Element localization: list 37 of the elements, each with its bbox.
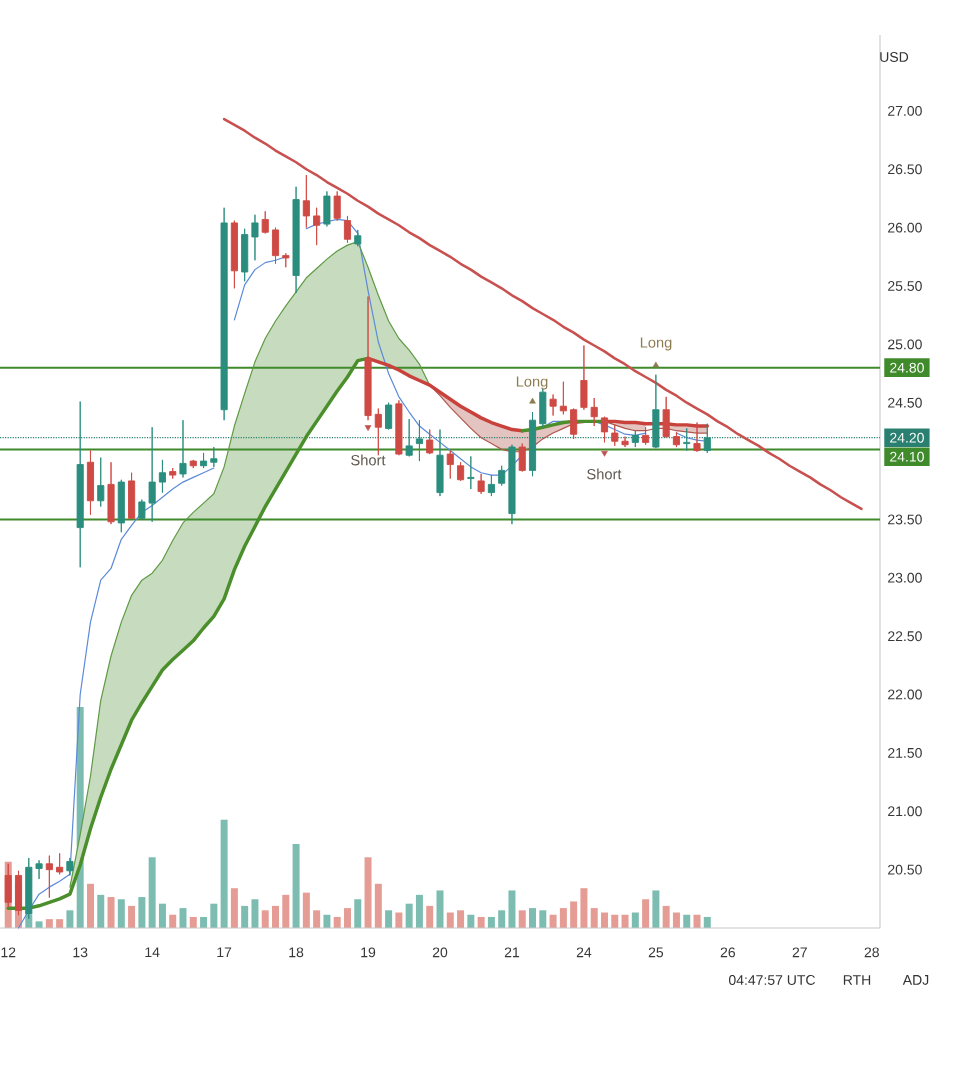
- y-tick-label: 23.00: [888, 572, 922, 583]
- text: USD: [880, 52, 909, 62]
- y-tick-label: 27.00: [888, 105, 922, 116]
- x-tick-label: 21: [504, 947, 520, 958]
- y-tick-label: 22.00: [888, 689, 922, 700]
- y-tick-label: 25.50: [888, 281, 922, 291]
- y-tick-label: 23.50: [888, 514, 922, 525]
- x-tick-label: 25: [648, 947, 664, 958]
- y-tick-label: 25.00: [888, 339, 922, 350]
- text: 04:47:57 UTC: [728, 975, 816, 985]
- ref-line-label: 24.80: [890, 362, 924, 373]
- x-tick-label: 12: [1, 947, 16, 958]
- x-tick-label: 18: [289, 947, 304, 958]
- text: ADJ: [902, 975, 929, 985]
- annotation: Long: [640, 337, 672, 351]
- x-tick-label: 27: [792, 947, 807, 958]
- x-tick-label: 19: [361, 947, 376, 958]
- annotation: Short: [587, 468, 622, 480]
- annotation: Short: [351, 454, 386, 466]
- x-tick-label: 20: [432, 947, 448, 958]
- x-tick-label: 17: [217, 947, 232, 957]
- y-tick-label: 26.50: [888, 164, 922, 175]
- x-tick-label: 14: [145, 947, 160, 957]
- y-tick-label: 21.50: [888, 747, 922, 758]
- text: RTH: [843, 975, 871, 985]
- ref-line-label: 24.20: [890, 432, 924, 443]
- y-tick-label: 26.00: [888, 222, 922, 233]
- x-tick-label: 13: [73, 947, 88, 958]
- y-tick-label: 20.50: [888, 864, 922, 875]
- x-tick-label: 24: [576, 947, 592, 958]
- y-tick-label: 24.50: [888, 397, 922, 408]
- annotation: Long: [516, 376, 548, 390]
- x-tick-label: 28: [864, 947, 879, 958]
- y-tick-label: 21.00: [888, 806, 922, 817]
- y-tick-label: 22.50: [888, 631, 922, 642]
- x-tick-label: 26: [720, 947, 736, 958]
- ref-line-label: 24.10: [890, 451, 924, 462]
